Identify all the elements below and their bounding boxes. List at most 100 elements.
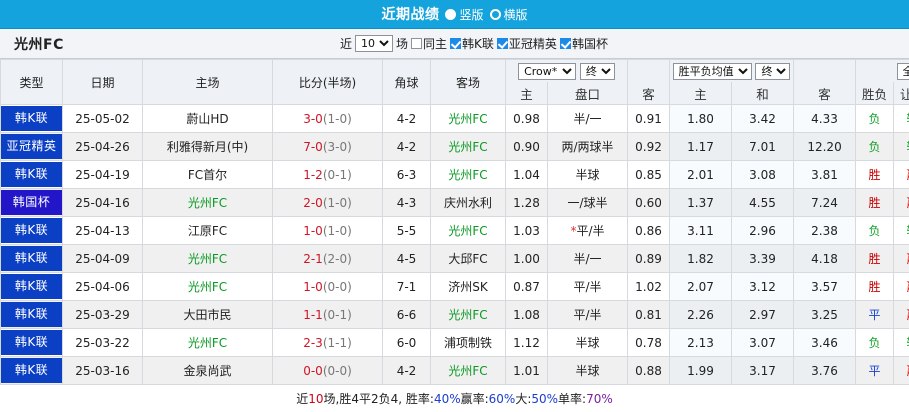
radio-vertical-icon[interactable] bbox=[445, 9, 456, 20]
cell-score[interactable]: 2-3(1-1) bbox=[273, 329, 383, 357]
average-select[interactable]: 胜平负均值 bbox=[673, 63, 752, 80]
away-team[interactable]: 光州FC bbox=[448, 364, 487, 378]
cell-type[interactable]: 韩K联 bbox=[1, 357, 63, 385]
match-count-select[interactable]: 10 bbox=[355, 35, 393, 52]
cell-home[interactable]: 蔚山HD bbox=[143, 105, 273, 133]
away-team[interactable]: 光州FC bbox=[448, 112, 487, 126]
home-team[interactable]: 金泉尚武 bbox=[183, 364, 231, 378]
cell-type[interactable]: 韩K联 bbox=[1, 105, 63, 133]
away-team[interactable]: 大邱FC bbox=[448, 252, 487, 266]
league-tag[interactable]: 韩K联 bbox=[1, 246, 62, 271]
home-team[interactable]: 光州FC bbox=[188, 280, 227, 294]
cell-score[interactable]: 1-2(0-1) bbox=[273, 161, 383, 189]
cell-away[interactable]: 大邱FC bbox=[431, 245, 506, 273]
home-team[interactable]: 光州FC bbox=[188, 196, 227, 210]
league-tag[interactable]: 韩K联 bbox=[1, 330, 62, 355]
away-team[interactable]: 光州FC bbox=[448, 224, 487, 238]
home-team[interactable]: 光州FC bbox=[188, 336, 227, 350]
league-tag[interactable]: 韩K联 bbox=[1, 218, 62, 243]
cell-score[interactable]: 0-0(0-0) bbox=[273, 357, 383, 385]
away-team[interactable]: 庆州水利 bbox=[444, 196, 492, 210]
league-tag[interactable]: 韩K联 bbox=[1, 302, 62, 327]
result-wl-value: 负 bbox=[869, 224, 881, 238]
cell-home[interactable]: 江原FC bbox=[143, 217, 273, 245]
kleague-checkbox[interactable] bbox=[450, 38, 461, 49]
home-team[interactable]: 大田市民 bbox=[183, 308, 231, 322]
league-tag[interactable]: 韩K联 bbox=[1, 358, 62, 383]
cell-score[interactable]: 1-0(1-0) bbox=[273, 217, 383, 245]
view-mode-vertical[interactable]: 竖版 bbox=[445, 6, 483, 23]
home-team[interactable]: 蔚山HD bbox=[186, 112, 228, 126]
acl-checkbox[interactable] bbox=[497, 38, 508, 49]
cell-home[interactable]: 大田市民 bbox=[143, 301, 273, 329]
home-team[interactable]: 光州FC bbox=[188, 252, 227, 266]
cell-type[interactable]: 韩K联 bbox=[1, 329, 63, 357]
cell-type[interactable]: 韩K联 bbox=[1, 161, 63, 189]
odds-stage-1-select[interactable]: 终 bbox=[580, 63, 615, 80]
league-tag[interactable]: 韩国杯 bbox=[1, 190, 62, 215]
league-tag[interactable]: 韩K联 bbox=[1, 162, 62, 187]
league-tag[interactable]: 韩K联 bbox=[1, 106, 62, 131]
cell-type[interactable]: 韩K联 bbox=[1, 245, 63, 273]
cell-home[interactable]: FC首尔 bbox=[143, 161, 273, 189]
cell-type[interactable]: 韩K联 bbox=[1, 301, 63, 329]
home-team[interactable]: FC首尔 bbox=[188, 168, 227, 182]
away-team[interactable]: 光州FC bbox=[448, 168, 487, 182]
cell-score[interactable]: 3-0(1-0) bbox=[273, 105, 383, 133]
league-tag[interactable]: 韩K联 bbox=[1, 274, 62, 299]
cell-home[interactable]: 利雅得新月(中) bbox=[143, 133, 273, 161]
cell-away[interactable]: 光州FC bbox=[431, 105, 506, 133]
league-filter-kcup[interactable]: 韩国杯 bbox=[560, 35, 608, 52]
cell-score[interactable]: 1-0(0-0) bbox=[273, 273, 383, 301]
cell-avg-away: 7.24 bbox=[794, 189, 856, 217]
away-team[interactable]: 光州FC bbox=[448, 308, 487, 322]
cell-away[interactable]: 济州SK bbox=[431, 273, 506, 301]
same-home-filter[interactable]: 同主 bbox=[411, 35, 447, 52]
away-team[interactable]: 浦项制铁 bbox=[444, 336, 492, 350]
league-filter-acl[interactable]: 亚冠精英 bbox=[497, 35, 557, 52]
cell-away[interactable]: 庆州水利 bbox=[431, 189, 506, 217]
cell-type[interactable]: 韩K联 bbox=[1, 273, 63, 301]
scope-select[interactable]: 全场 bbox=[897, 63, 909, 80]
odds-stage-2-select[interactable]: 终 bbox=[755, 63, 790, 80]
cell-away[interactable]: 光州FC bbox=[431, 301, 506, 329]
cell-away[interactable]: 浦项制铁 bbox=[431, 329, 506, 357]
cell-away[interactable]: 光州FC bbox=[431, 357, 506, 385]
cell-score[interactable]: 1-1(0-1) bbox=[273, 301, 383, 329]
cell-score[interactable]: 2-0(1-0) bbox=[273, 189, 383, 217]
cell-home[interactable]: 光州FC bbox=[143, 245, 273, 273]
cell-score[interactable]: 7-0(3-0) bbox=[273, 133, 383, 161]
cell-type[interactable]: 亚冠精英 bbox=[1, 133, 63, 161]
home-team[interactable]: 江原FC bbox=[188, 224, 227, 238]
cell-type[interactable]: 韩国杯 bbox=[1, 189, 63, 217]
bookmaker-select[interactable]: Crow* bbox=[518, 63, 576, 80]
cell-home[interactable]: 光州FC bbox=[143, 329, 273, 357]
cell-away[interactable]: 光州FC bbox=[431, 217, 506, 245]
away-team[interactable]: 济州SK bbox=[448, 280, 488, 294]
cell-score[interactable]: 2-1(2-0) bbox=[273, 245, 383, 273]
cell-home[interactable]: 光州FC bbox=[143, 273, 273, 301]
league-filter-kleague[interactable]: 韩K联 bbox=[450, 35, 494, 52]
home-team[interactable]: 利雅得新月(中) bbox=[167, 140, 248, 154]
cell-home[interactable]: 光州FC bbox=[143, 189, 273, 217]
cell-type[interactable]: 韩K联 bbox=[1, 217, 63, 245]
cell-home[interactable]: 金泉尚武 bbox=[143, 357, 273, 385]
cell-away[interactable]: 光州FC bbox=[431, 133, 506, 161]
cell-away[interactable]: 光州FC bbox=[431, 161, 506, 189]
view-mode-horizontal[interactable]: 横版 bbox=[490, 6, 528, 23]
same-home-checkbox[interactable] bbox=[411, 38, 422, 49]
league-tag[interactable]: 亚冠精英 bbox=[1, 134, 62, 159]
radio-horizontal-icon[interactable] bbox=[490, 9, 501, 20]
away-team[interactable]: 光州FC bbox=[448, 140, 487, 154]
kcup-checkbox[interactable] bbox=[560, 38, 571, 49]
